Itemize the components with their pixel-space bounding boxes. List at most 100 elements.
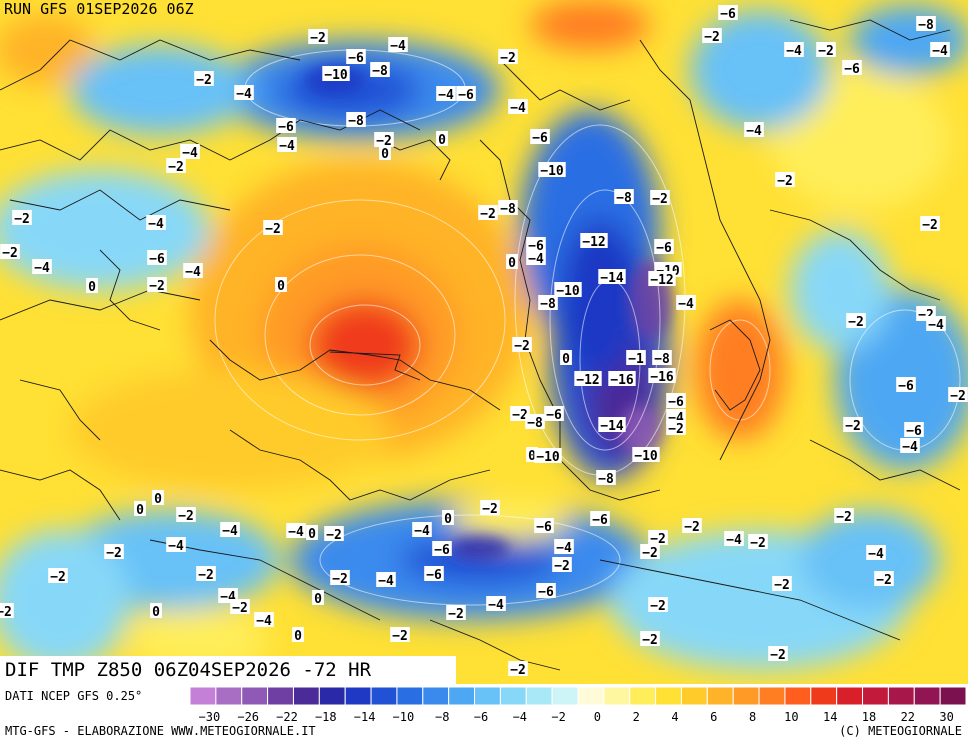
value-label-box [926, 316, 946, 331]
colorbar-tick-label: 18 [862, 710, 876, 724]
colorbar-swatch [836, 687, 864, 706]
value-label-box [652, 350, 672, 365]
value-label: −2 [263, 220, 283, 237]
value-label: −6 [276, 118, 296, 135]
value-label-box [510, 406, 530, 421]
value-label: −6 [842, 60, 862, 77]
value-label-text: −6 [348, 51, 364, 66]
value-label-box [536, 583, 556, 598]
value-label: −12 [574, 371, 602, 388]
value-label: −8 [346, 112, 366, 129]
colorbar-swatch [474, 687, 501, 706]
value-label: −10 [632, 447, 660, 464]
value-label: 0 [150, 603, 162, 620]
value-label: −2 [0, 244, 20, 261]
value-label: −6 [456, 86, 476, 103]
value-label-text: −2 [168, 160, 184, 175]
value-label-text: −10 [540, 164, 564, 179]
value-label-box [374, 132, 394, 147]
value-label-text: −8 [540, 297, 556, 312]
colorbar-tick-label: −22 [276, 710, 298, 724]
value-label-text: −10 [536, 450, 560, 465]
value-label-text: 0 [277, 279, 285, 294]
value-label-text: −2 [149, 279, 165, 294]
value-label-box [0, 244, 20, 259]
value-label-box [654, 239, 674, 254]
value-label: 0 [526, 447, 538, 464]
value-label: −2 [948, 387, 968, 404]
value-label-text: −4 [868, 547, 884, 562]
value-label-box [312, 590, 324, 605]
value-label: −8 [525, 414, 545, 431]
colorbar-tick-label: −2 [551, 710, 565, 724]
value-label-box [525, 414, 545, 429]
value-label: −2 [816, 42, 836, 59]
value-label-text: −2 [14, 212, 30, 227]
value-label-box [480, 500, 500, 515]
value-label: −4 [277, 137, 297, 154]
value-label: −2 [478, 205, 498, 222]
value-label-box [0, 603, 14, 618]
value-label: −2 [650, 190, 670, 207]
value-label-box [598, 269, 626, 284]
colorbar-swatch [499, 687, 527, 706]
value-label-box [846, 313, 866, 328]
value-label: −2 [0, 603, 14, 620]
value-label: −6 [666, 393, 686, 410]
value-label-box [544, 406, 564, 421]
value-label-text: −2 [178, 509, 194, 524]
value-label-box [486, 596, 506, 611]
colorbar-swatch [577, 687, 605, 706]
value-label-box [234, 85, 254, 100]
colorbar-tick-label: 8 [749, 710, 756, 724]
value-label-box [376, 572, 396, 587]
temperature-anomaly-map: −2 −6 −4 −10 −8 −2 −2 −4 −4 −6 −4 −6 −8 −2 0 −4 0 −4 −2 −6−… [0, 0, 968, 684]
value-label: −4 [32, 259, 52, 276]
value-label-text: −2 [848, 315, 864, 330]
value-label-text: 0 [381, 147, 389, 162]
value-label-text: −2 [750, 536, 766, 551]
colorbar-tick-label: 2 [633, 710, 640, 724]
colorbar-swatch [241, 687, 269, 706]
value-label: −2 [648, 597, 668, 614]
value-label-box [86, 278, 98, 293]
value-label: −6 [896, 377, 916, 394]
value-label-text: −12 [576, 373, 599, 388]
value-label-box [134, 501, 146, 516]
value-label-box [526, 447, 538, 462]
colorbar-swatch [267, 687, 294, 706]
value-label-text: −4 [279, 139, 295, 154]
value-label-box [308, 29, 328, 44]
value-label-box [874, 571, 894, 586]
value-label-text: −2 [310, 31, 326, 46]
colorbar-tick-label: −8 [435, 710, 449, 724]
value-label-box [230, 599, 250, 614]
value-label-box [324, 526, 344, 541]
value-label-box [276, 118, 296, 133]
value-label-box [590, 511, 610, 526]
value-label-box [306, 525, 318, 540]
value-label: −4 [486, 596, 506, 613]
value-label-box [916, 16, 936, 31]
value-label-box [12, 210, 32, 225]
value-label: −2 [104, 544, 124, 561]
value-label-box [390, 627, 410, 642]
anomaly-value-labels: −2−6−4−10 −8−2−2−4 −4 −6−4−6 −8−2 0−40−4−2−6−… [0, 5, 968, 678]
value-label-box [648, 271, 676, 286]
value-label-text: −4 [168, 539, 184, 554]
value-label-box [436, 86, 456, 101]
value-label: −4 [183, 263, 203, 280]
value-label: −6 [432, 541, 452, 558]
value-label: −4 [436, 86, 456, 103]
value-label-text: −10 [556, 284, 580, 299]
value-label: −4 [166, 537, 186, 554]
value-label-box [842, 60, 862, 75]
value-label-text: −2 [332, 572, 348, 587]
value-label: −8 [614, 189, 634, 206]
value-label-box [146, 215, 166, 230]
value-label-box [626, 350, 646, 365]
value-label-box [538, 295, 558, 310]
colorbar-tick-label: −10 [393, 710, 415, 724]
value-label-text: −2 [392, 629, 408, 644]
value-label: 0 [560, 350, 572, 367]
